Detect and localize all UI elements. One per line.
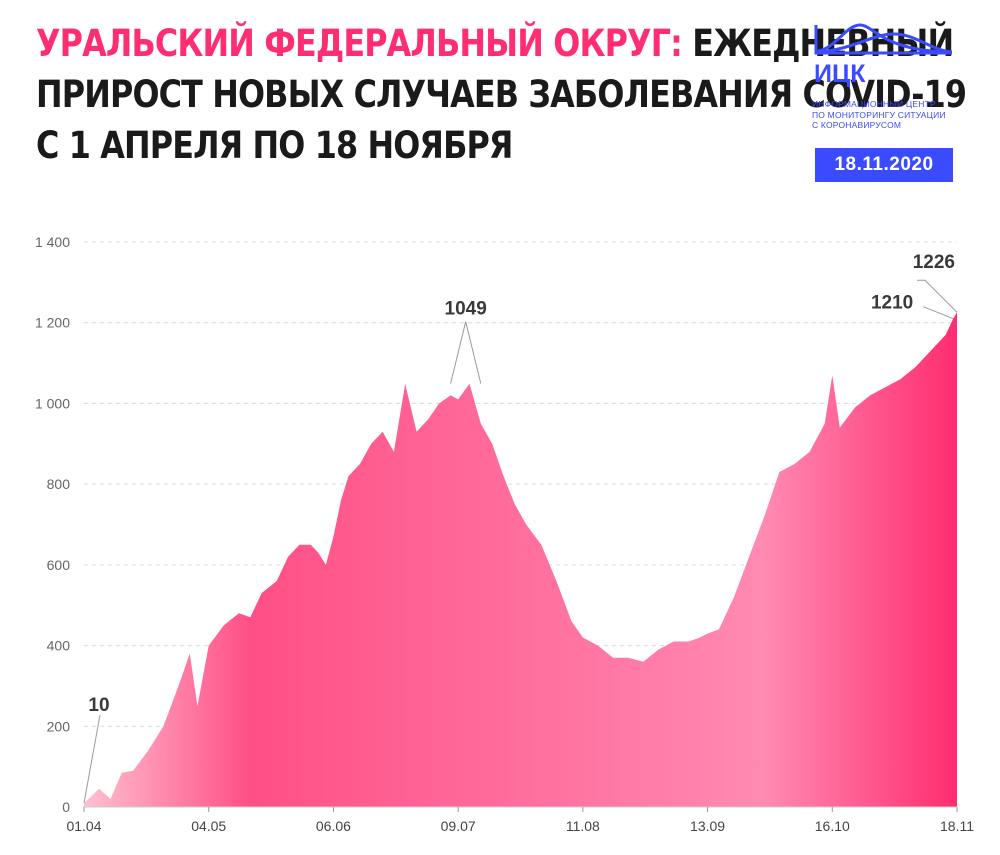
annotation-leader — [917, 279, 958, 313]
chart-title: УРАЛЬСКИЙ ФЕДЕРАЛЬНЫЙ ОКРУГ: ЕЖЕДНЕВНЫЙ … — [36, 18, 967, 171]
y-tick-label: 1 400 — [35, 234, 70, 250]
x-tick-label: 18.11 — [940, 818, 974, 834]
title-line-1-rest: ЕЖЕДНЕВНЫЙ — [682, 22, 954, 65]
x-tick-label: 06.06 — [316, 818, 351, 834]
x-tick-label: 01.04 — [66, 818, 101, 834]
logo-abbr: ИЦК — [814, 60, 866, 88]
x-tick-label: 09.07 — [441, 818, 476, 834]
data-label: 1049 — [445, 299, 487, 320]
x-tick-label: 11.08 — [566, 818, 600, 834]
x-tick-label: 13.09 — [690, 818, 725, 834]
x-tick-label: 04.05 — [191, 818, 226, 834]
y-tick-label: 200 — [47, 718, 71, 734]
title-highlight: УРАЛЬСКИЙ ФЕДЕРАЛЬНЫЙ ОКРУГ: — [36, 22, 683, 65]
logo-org-name: ИНФОРМАЦИОННЫЙ ЦЕНТР ПО МОНИТОРИНГУ СИТУ… — [812, 99, 972, 131]
annotation-leader — [450, 321, 482, 384]
title-line-3: С 1 АПРЕЛЯ ПО 18 НОЯБРЯ — [36, 124, 513, 167]
logo-wave-icon — [814, 23, 953, 55]
annotation-leader — [923, 306, 954, 320]
logo-org-line: ПО МОНИТОРИНГУ СИТУАЦИИ — [812, 109, 946, 120]
title-line-1: УРАЛЬСКИЙ ФЕДЕРАЛЬНЫЙ ОКРУГ: ЕЖЕДНЕВНЫЙ — [36, 18, 954, 69]
area-series — [84, 312, 957, 807]
y-axis: 0 200 400 600 800 1 000 1 200 1 400 — [35, 234, 70, 815]
title-line-2: ПРИРОСТ НОВЫХ СЛУЧАЕВ ЗАБОЛЕВАНИЯ COVID-… — [36, 73, 967, 116]
y-tick-label: 400 — [47, 638, 71, 654]
y-tick-label: 800 — [47, 476, 71, 492]
data-label: 10 — [88, 695, 109, 716]
logo-org-line: С КОРОНАВИРУСОМ — [812, 120, 902, 130]
x-axis: 01.04 04.05 06.06 09.07 11.08 13.09 16.10 18.11 — [66, 807, 974, 834]
y-tick-label: 1 200 — [35, 315, 70, 331]
y-tick-label: 1 000 — [35, 395, 70, 411]
date-badge: 18.11.2020 — [815, 148, 953, 182]
logo-org-line: ИНФОРМАЦИОННЫЙ ЦЕНТР — [812, 99, 936, 109]
y-tick-label: 0 — [62, 799, 70, 815]
y-tick-label: 600 — [47, 557, 71, 573]
data-label: 1226 — [913, 252, 955, 273]
annotation-leader — [83, 714, 101, 804]
logo: ИЦК — [814, 23, 953, 88]
data-label: 1210 — [871, 293, 913, 314]
x-tick-label: 16.10 — [815, 818, 850, 834]
